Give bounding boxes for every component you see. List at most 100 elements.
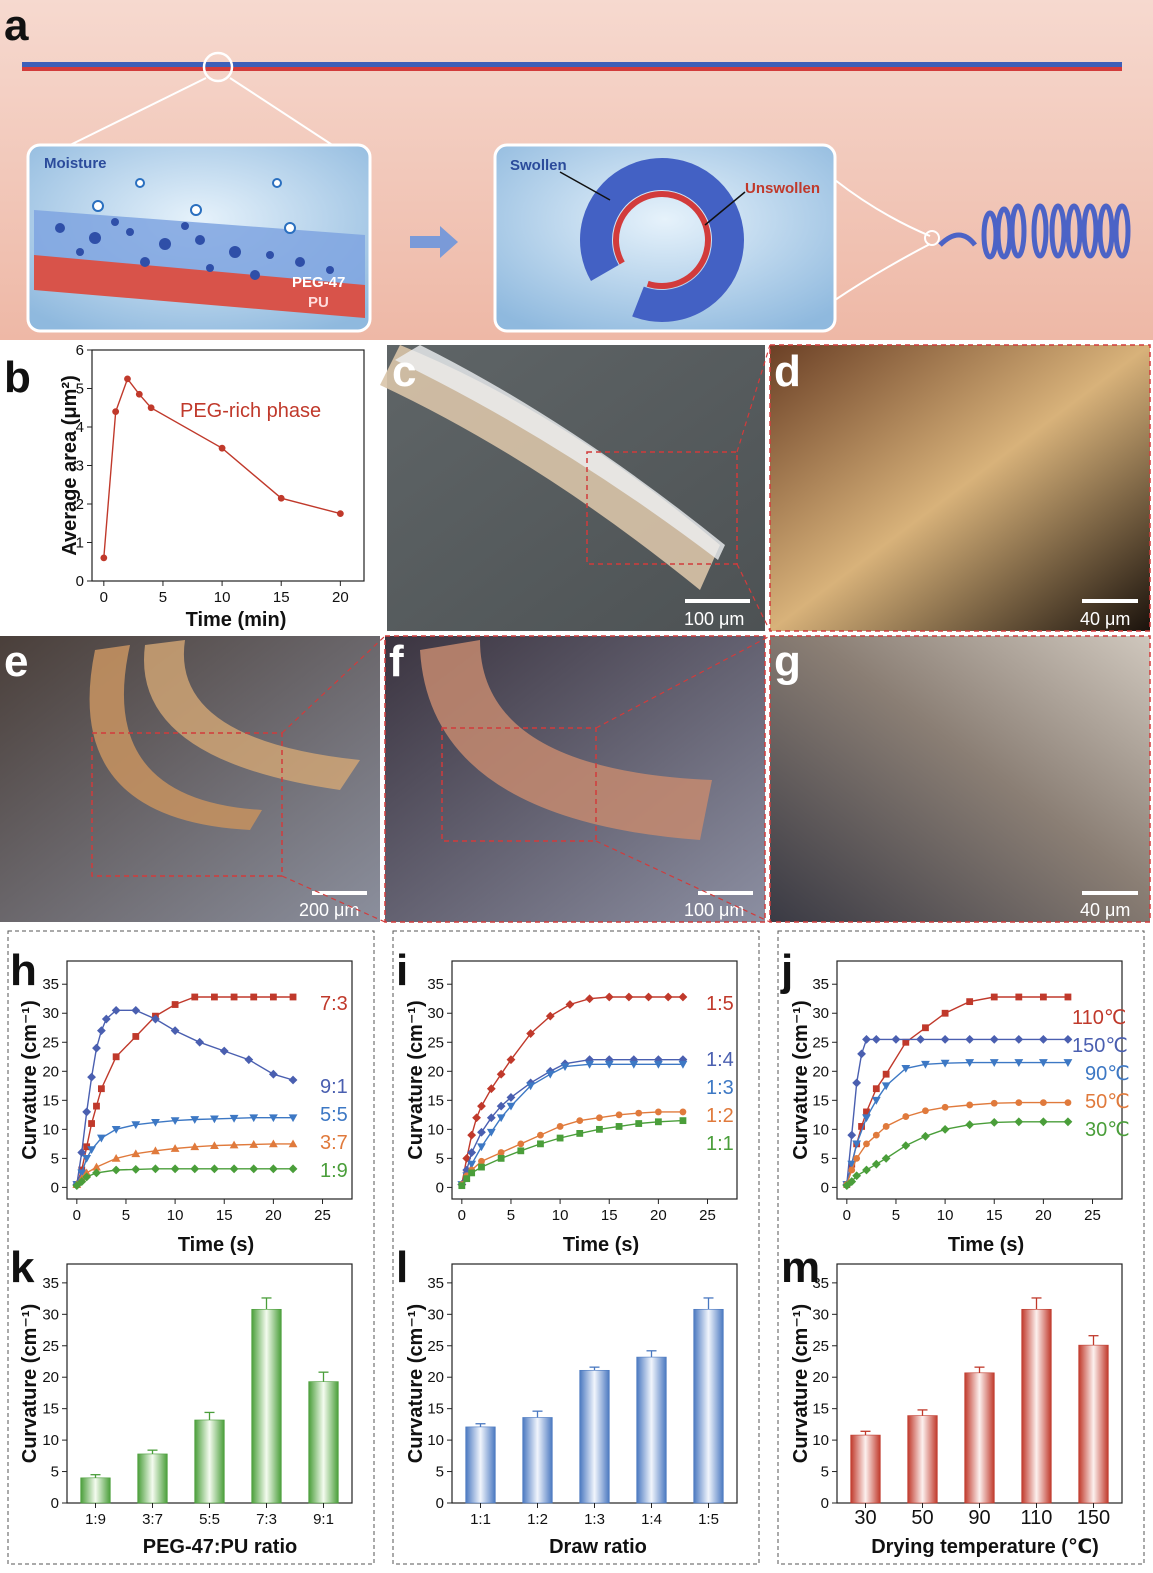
data-point bbox=[487, 1129, 496, 1137]
data-point bbox=[100, 555, 107, 562]
data-point bbox=[848, 1167, 855, 1174]
series-line bbox=[847, 1063, 1068, 1185]
y-tick-label: 25 bbox=[427, 1338, 444, 1355]
data-point bbox=[1040, 994, 1047, 1001]
data-point bbox=[557, 1123, 564, 1130]
series-label: 50℃ bbox=[1085, 1091, 1130, 1113]
x-tick-label: 150 bbox=[1077, 1507, 1110, 1529]
data-point bbox=[635, 1120, 642, 1127]
data-point bbox=[680, 1117, 687, 1124]
panel-label-b: b bbox=[4, 353, 31, 402]
data-point bbox=[477, 1102, 486, 1111]
data-point bbox=[922, 1024, 929, 1031]
bar bbox=[694, 1309, 724, 1503]
data-point bbox=[585, 994, 594, 1003]
x-tick-label: 1:5 bbox=[698, 1511, 719, 1528]
x-axis-title: Time (s) bbox=[948, 1234, 1024, 1256]
x-tick-label: 0 bbox=[843, 1207, 851, 1224]
y-axis-title: Curvature (cm⁻¹) bbox=[790, 1304, 812, 1463]
y-tick-label: 20 bbox=[42, 1369, 59, 1386]
data-point bbox=[498, 1149, 505, 1156]
panel-label-e: e bbox=[4, 637, 28, 686]
y-tick-label: 5 bbox=[821, 1150, 829, 1167]
y-tick-label: 25 bbox=[42, 1338, 59, 1355]
data-point bbox=[244, 1055, 253, 1064]
x-tick-label: 5 bbox=[122, 1207, 130, 1224]
y-tick-label: 35 bbox=[42, 976, 59, 993]
data-point bbox=[195, 1038, 204, 1047]
chart-m: m 0510152025303530 50 90 110 150Drying tempe… bbox=[781, 1243, 1122, 1558]
data-point bbox=[249, 1164, 258, 1173]
data-point bbox=[87, 1073, 96, 1082]
y-axis-title: Curvature (cm⁻¹) bbox=[405, 1000, 427, 1159]
data-point bbox=[596, 1126, 603, 1133]
x-tick-label: 110 bbox=[1021, 1507, 1053, 1529]
bar bbox=[965, 1373, 995, 1503]
micrograph-d-image bbox=[770, 345, 1150, 631]
data-point bbox=[916, 1035, 925, 1044]
y-tick-label: 10 bbox=[812, 1121, 829, 1138]
data-point bbox=[472, 1113, 481, 1122]
data-point bbox=[847, 1131, 856, 1140]
y-tick-label: 5 bbox=[51, 1150, 59, 1167]
y-tick-label: 5 bbox=[51, 1464, 59, 1481]
data-point bbox=[942, 1104, 949, 1111]
data-point bbox=[882, 1154, 891, 1163]
x-tick-label: 15 bbox=[986, 1207, 1003, 1224]
series-label: 1:2 bbox=[706, 1105, 734, 1127]
data-point bbox=[901, 1141, 910, 1150]
x-tick-label: 0 bbox=[73, 1207, 81, 1224]
series-line bbox=[77, 1010, 293, 1184]
data-point bbox=[467, 1131, 476, 1140]
scalebar-label-d: 40 μm bbox=[1080, 609, 1130, 629]
data-point bbox=[477, 1128, 486, 1137]
data-point bbox=[112, 1166, 121, 1175]
data-point bbox=[517, 1147, 524, 1154]
data-point bbox=[278, 495, 285, 502]
x-tick-label: 7:3 bbox=[256, 1511, 277, 1528]
y-tick-label: 0 bbox=[436, 1495, 444, 1512]
data-point bbox=[88, 1120, 95, 1127]
x-tick-label: 1:4 bbox=[641, 1511, 662, 1528]
data-point bbox=[941, 1035, 950, 1044]
x-axis-title: Time (s) bbox=[178, 1234, 254, 1256]
y-tick-label: 25 bbox=[812, 1034, 829, 1051]
data-point bbox=[853, 1155, 860, 1162]
data-point bbox=[219, 445, 226, 452]
data-point bbox=[1014, 1117, 1023, 1126]
series-line bbox=[462, 1121, 683, 1186]
micrograph-c: 100 μm c bbox=[380, 345, 765, 631]
panel-label-a: a bbox=[4, 1, 29, 50]
scalebar-label-g: 40 μm bbox=[1080, 900, 1130, 920]
data-point bbox=[922, 1107, 929, 1114]
y-axis-title: Curvature (cm⁻¹) bbox=[19, 1304, 41, 1463]
y-tick-label: 15 bbox=[427, 1401, 444, 1418]
chart-i: i 051015202530350 5 10 15 20 251:51:41:31:21:… bbox=[396, 946, 737, 1256]
data-point bbox=[576, 1130, 583, 1137]
y-tick-label: 20 bbox=[427, 1063, 444, 1080]
series-label: PEG-rich phase bbox=[180, 400, 321, 422]
x-tick-label: 0 bbox=[458, 1207, 466, 1224]
data-point bbox=[892, 1035, 901, 1044]
data-point bbox=[517, 1140, 524, 1147]
data-point bbox=[624, 993, 633, 1002]
y-tick-label: 20 bbox=[812, 1369, 829, 1386]
data-point bbox=[862, 1035, 871, 1044]
micrograph-g-image bbox=[770, 636, 1150, 922]
x-tick-label: 1:1 bbox=[470, 1511, 491, 1528]
data-point bbox=[1014, 1035, 1023, 1044]
data-point bbox=[463, 1175, 470, 1182]
series-label: 7:3 bbox=[320, 993, 348, 1015]
y-tick-label: 35 bbox=[812, 976, 829, 993]
chart-k: k 051015202530351:9 3:7 5:5 7:3 9:1PEG-47:PU… bbox=[10, 1243, 352, 1558]
series-line bbox=[77, 1144, 293, 1185]
data-point bbox=[616, 1111, 623, 1118]
bar bbox=[252, 1309, 282, 1503]
data-point bbox=[990, 1035, 999, 1044]
data-point bbox=[1040, 1099, 1047, 1106]
data-point bbox=[337, 510, 344, 517]
data-point bbox=[852, 1079, 861, 1088]
unswollen-label: Unswollen bbox=[745, 180, 820, 197]
bar bbox=[138, 1454, 168, 1503]
data-point bbox=[873, 1132, 880, 1139]
